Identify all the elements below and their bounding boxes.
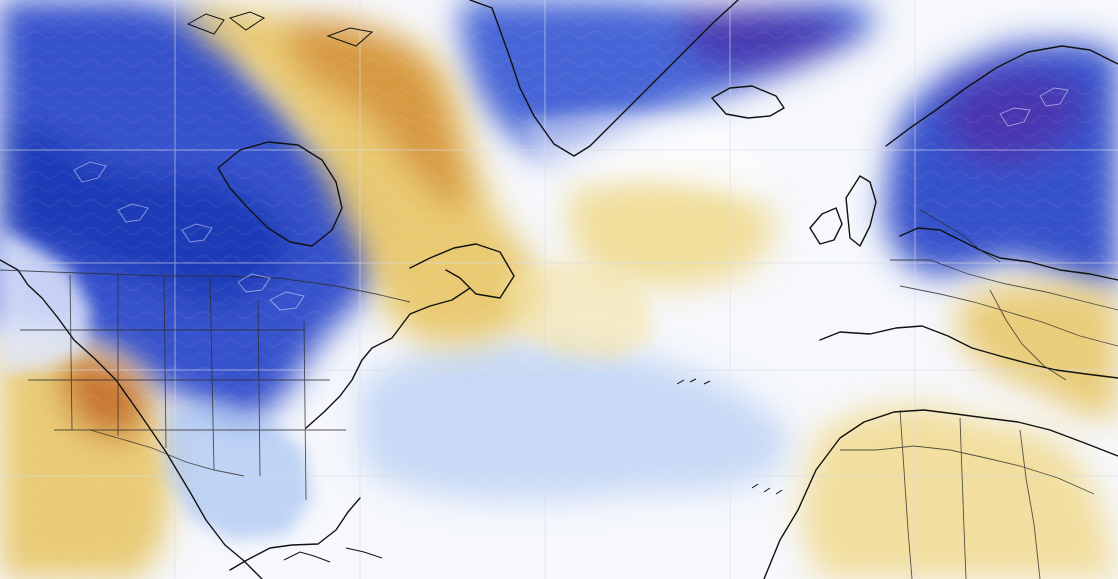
lake-outline (117, 203, 149, 223)
lake-outlines (73, 87, 1069, 311)
canary-islands (751, 483, 783, 495)
arctic-islands (186, 11, 374, 47)
greenland-coastline (469, 0, 739, 157)
country-boundaries (0, 209, 1118, 579)
africa-boundaries (840, 409, 1095, 579)
lake-outline (73, 161, 107, 183)
europe-boundaries (890, 209, 1118, 381)
hudson-bay-coastline (217, 141, 343, 247)
lake-outline (999, 107, 1031, 127)
azores-islands (676, 378, 711, 385)
lake-outline (1039, 87, 1069, 107)
us-state-grid-1 (69, 274, 307, 501)
lake-outline (237, 273, 271, 293)
uk-ireland-coastline (809, 175, 877, 247)
us-mexico-border (89, 429, 245, 477)
iceland-coastline (711, 85, 785, 119)
us-canada-border (0, 269, 411, 303)
europe-coastline (763, 45, 1118, 579)
lake-outline (269, 291, 305, 311)
lake-outline (181, 223, 213, 243)
islands-and-minor-features (186, 11, 783, 563)
caribbean-islands (283, 547, 383, 563)
us-state-grid-2 (20, 329, 346, 431)
